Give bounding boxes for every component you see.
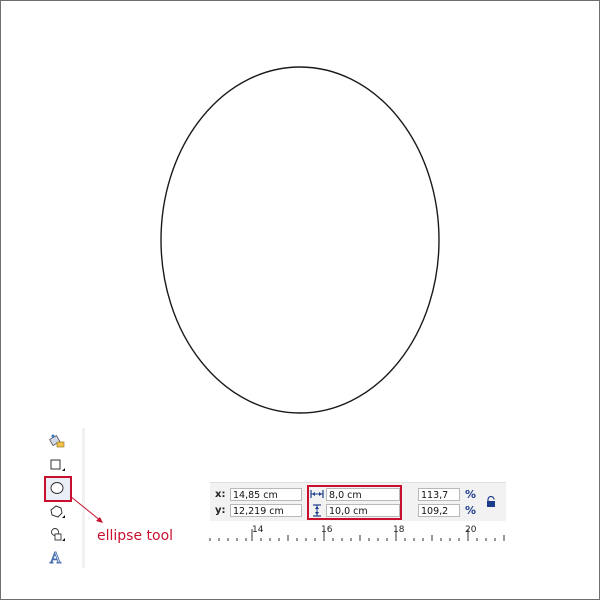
ruler-label-14: 14 [252,525,264,535]
svg-text:A: A [49,549,61,565]
ellipse-tool-button[interactable] [44,476,72,502]
x-label: x: [215,489,226,500]
lock-ratio-icon[interactable] [485,496,497,508]
polygon-tool-icon [50,505,65,518]
ruler-label-18: 18 [393,525,405,535]
x-position-field[interactable]: 14,85 cm [230,488,302,501]
ruler-label-20: 20 [465,525,477,535]
scale-y-field[interactable]: 109,2 [418,504,460,517]
basic-shapes-icon [51,528,65,541]
width-field[interactable]: 8,0 cm [326,488,400,501]
ruler-label-16: 16 [321,525,333,535]
height-icon [313,504,321,517]
ellipse-shape[interactable] [160,66,440,414]
y-label: y: [215,505,226,516]
toolbox: A [42,428,82,568]
polygon-tool[interactable] [42,501,72,523]
width-icon [310,490,324,498]
ruler-ticks [209,529,505,541]
text-tool-icon: A [49,549,61,565]
rectangle-tool-icon [50,459,65,471]
text-tool[interactable]: A [42,546,72,568]
y-position-field[interactable]: 12,219 cm [230,504,302,517]
scale-x-field[interactable]: 113,7 [418,488,460,501]
horizontal-ruler: 14 16 18 20 [208,523,506,542]
smart-fill-icon [49,434,65,448]
scale-y-percent: % [465,504,477,517]
scale-x-percent: % [465,488,477,501]
basic-shapes-tool[interactable] [42,524,72,546]
callout-label: ellipse tool [97,528,174,544]
rectangle-tool[interactable] [42,454,72,476]
height-field[interactable]: 10,0 cm [326,504,400,517]
smart-fill-tool[interactable] [42,430,72,452]
object-size-highlight [307,485,402,520]
ellipse-tool-icon [50,482,64,494]
